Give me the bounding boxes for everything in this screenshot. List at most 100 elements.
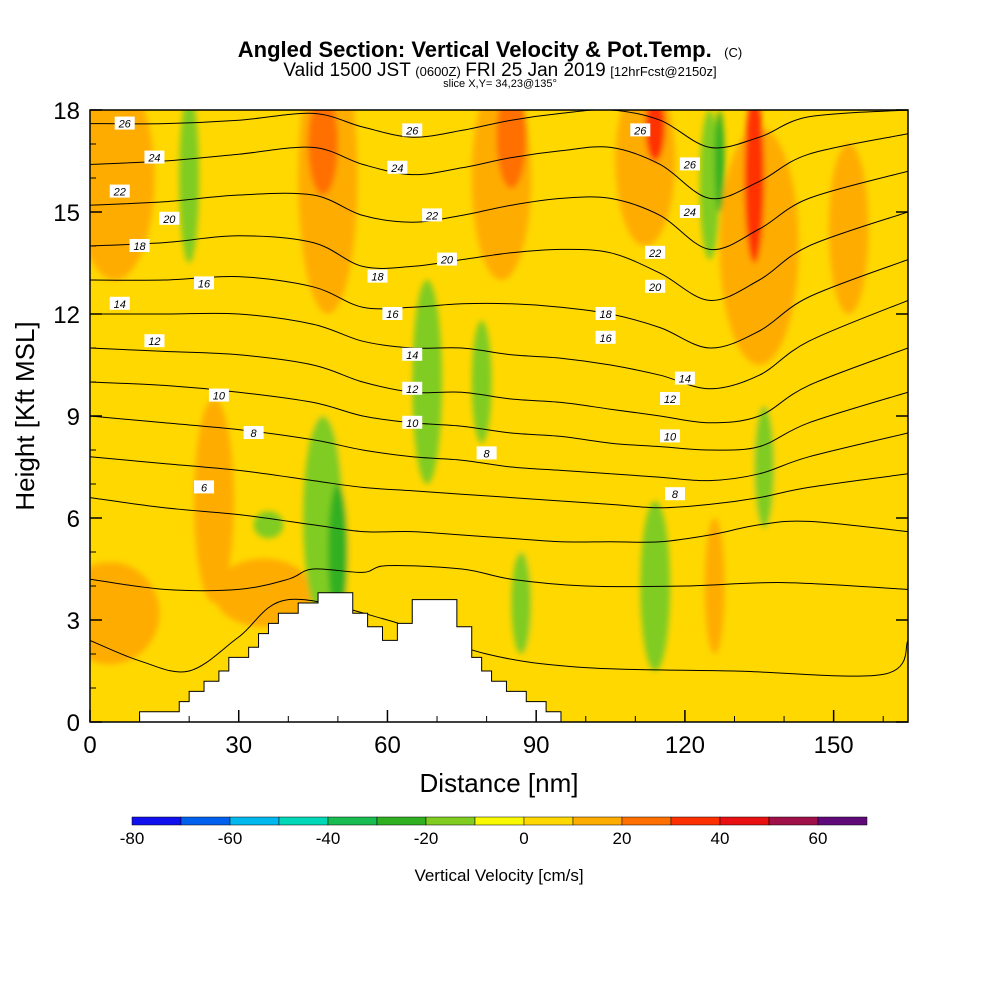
contour-label-box-23 bbox=[679, 205, 700, 218]
colorbar-swatch--10 bbox=[474, 816, 525, 826]
theta-contour-4 bbox=[90, 564, 908, 592]
contour-label-14: 20 bbox=[440, 255, 454, 267]
contour-label-box-30 bbox=[660, 429, 681, 443]
colorbar-swatch-0 bbox=[523, 816, 574, 826]
x-tick-label-30: 30 bbox=[225, 732, 252, 759]
colorbar-label--40: -40 bbox=[316, 829, 341, 848]
contour-label-box-2 bbox=[109, 184, 130, 198]
contour-label-box-31 bbox=[664, 487, 685, 501]
contour-label-box-24 bbox=[645, 245, 666, 259]
contour-label-23: 24 bbox=[683, 207, 696, 219]
contour-labels: 2624222018161412108626242220181614121082… bbox=[109, 116, 700, 501]
velocity-patch-23 bbox=[511, 552, 532, 654]
contour-label-box-13 bbox=[422, 208, 443, 222]
contour-label-box-28 bbox=[674, 371, 695, 385]
contour-label-box-26 bbox=[595, 307, 616, 320]
contour-label-27: 16 bbox=[599, 333, 612, 345]
y-tick-label-9: 9 bbox=[67, 404, 80, 431]
theta-contour-8 bbox=[90, 456, 908, 509]
x-tick-label-60: 60 bbox=[374, 732, 401, 759]
velocity-patch-10 bbox=[615, 110, 675, 246]
colorbar-label-40: 40 bbox=[711, 829, 730, 848]
contour-label-box-7 bbox=[144, 334, 165, 348]
slice-caption: slice X,Y= 34,23@135° bbox=[443, 78, 557, 90]
contour-label-box-19 bbox=[402, 415, 423, 429]
chart-title: Angled Section: Vertical Velocity & Pot.… bbox=[238, 37, 742, 62]
contour-label-24: 22 bbox=[648, 248, 661, 260]
y-tick-label-12: 12 bbox=[53, 302, 80, 329]
contour-label-29: 12 bbox=[664, 394, 676, 406]
contour-label-box-4 bbox=[129, 239, 150, 252]
x-tick-label-120: 120 bbox=[665, 732, 705, 759]
contour-label-box-8 bbox=[208, 388, 229, 402]
x-axis-title: Distance [nm] bbox=[420, 768, 579, 798]
contour-label-9: 8 bbox=[251, 428, 258, 440]
velocity-patch-19 bbox=[412, 280, 442, 484]
colorbar-swatch-30 bbox=[670, 816, 721, 826]
contour-label-7: 12 bbox=[148, 336, 160, 348]
x-tick-label-150: 150 bbox=[814, 732, 854, 759]
colorbar-swatch--70 bbox=[180, 816, 231, 826]
contour-label-box-12 bbox=[387, 160, 408, 174]
velocity-patch-25 bbox=[699, 110, 720, 260]
contour-label-11: 26 bbox=[405, 125, 419, 137]
colorbar-label--60: -60 bbox=[218, 829, 243, 848]
velocity-patch-15 bbox=[496, 110, 527, 189]
contour-label-21: 26 bbox=[633, 125, 647, 137]
velocity-patch-28 bbox=[714, 110, 725, 212]
contour-label-box-1 bbox=[144, 150, 165, 164]
x-tick-label-90: 90 bbox=[523, 732, 550, 759]
theta-contour-12 bbox=[90, 381, 908, 451]
velocity-patch-26 bbox=[754, 405, 775, 529]
velocity-patch-9 bbox=[471, 110, 532, 280]
contour-label-22: 26 bbox=[683, 159, 697, 171]
colorbar-swatch-10 bbox=[572, 816, 623, 826]
y-tick-label-15: 15 bbox=[53, 200, 80, 227]
velocity-patch-6 bbox=[90, 562, 160, 665]
y-tick-label-6: 6 bbox=[67, 506, 80, 533]
contour-label-1: 24 bbox=[147, 153, 160, 165]
contour-label-10: 6 bbox=[201, 482, 208, 494]
chart-subtitle: Valid 1500 JST (0600Z) FRI 25 Jan 2019 [… bbox=[283, 60, 716, 81]
contour-label-box-10 bbox=[194, 480, 215, 494]
colorbar-label-60: 60 bbox=[809, 829, 828, 848]
contour-label-box-25 bbox=[645, 279, 666, 293]
contour-label-26: 18 bbox=[599, 309, 612, 321]
contour-label-20: 8 bbox=[484, 448, 491, 460]
contour-label-15: 18 bbox=[371, 272, 384, 284]
velocity-patch-17 bbox=[744, 110, 765, 263]
velocity-patch-14 bbox=[308, 110, 338, 195]
plot-area: 2624222018161412108626242220181614121082… bbox=[90, 110, 908, 722]
velocity-patch-16 bbox=[645, 110, 666, 161]
velocity-patch-27 bbox=[327, 484, 348, 620]
velocity-patch-18 bbox=[179, 110, 200, 263]
velocity-patch-12 bbox=[828, 144, 869, 314]
colorbar-swatch--50 bbox=[278, 816, 329, 826]
contour-label-18: 12 bbox=[406, 384, 418, 396]
colorbar-swatch-60 bbox=[817, 816, 868, 826]
colorbar-title: Vertical Velocity [cm/s] bbox=[414, 866, 583, 885]
velocity-patch-13 bbox=[704, 518, 725, 654]
colorbar-swatch--60 bbox=[229, 816, 280, 826]
theta-contour-24 bbox=[90, 133, 908, 200]
colorbar: -80 -60 -40 -20 0 20 40 60 bbox=[120, 816, 868, 848]
contour-label-box-0 bbox=[114, 116, 135, 130]
contour-label-box-14 bbox=[436, 252, 457, 266]
terrain bbox=[139, 592, 562, 722]
contour-label-box-21 bbox=[630, 123, 651, 137]
colorbar-swatch--80 bbox=[131, 816, 182, 826]
theta-contour-6 bbox=[90, 497, 908, 543]
velocity-patch-7 bbox=[213, 558, 314, 627]
contour-label-6: 14 bbox=[114, 299, 126, 311]
contour-label-box-18 bbox=[402, 381, 423, 395]
contour-label-box-9 bbox=[243, 426, 264, 439]
y-tick-label-0: 0 bbox=[67, 710, 80, 737]
theta-contours bbox=[90, 110, 908, 677]
contour-label-25: 20 bbox=[648, 282, 662, 294]
x-axis: 0 30 60 90 120 150 bbox=[83, 710, 884, 759]
contour-label-box-16 bbox=[382, 307, 403, 320]
contour-label-16: 16 bbox=[386, 309, 399, 321]
contour-label-13: 22 bbox=[425, 210, 438, 222]
colorbar-swatch-50 bbox=[768, 816, 819, 826]
